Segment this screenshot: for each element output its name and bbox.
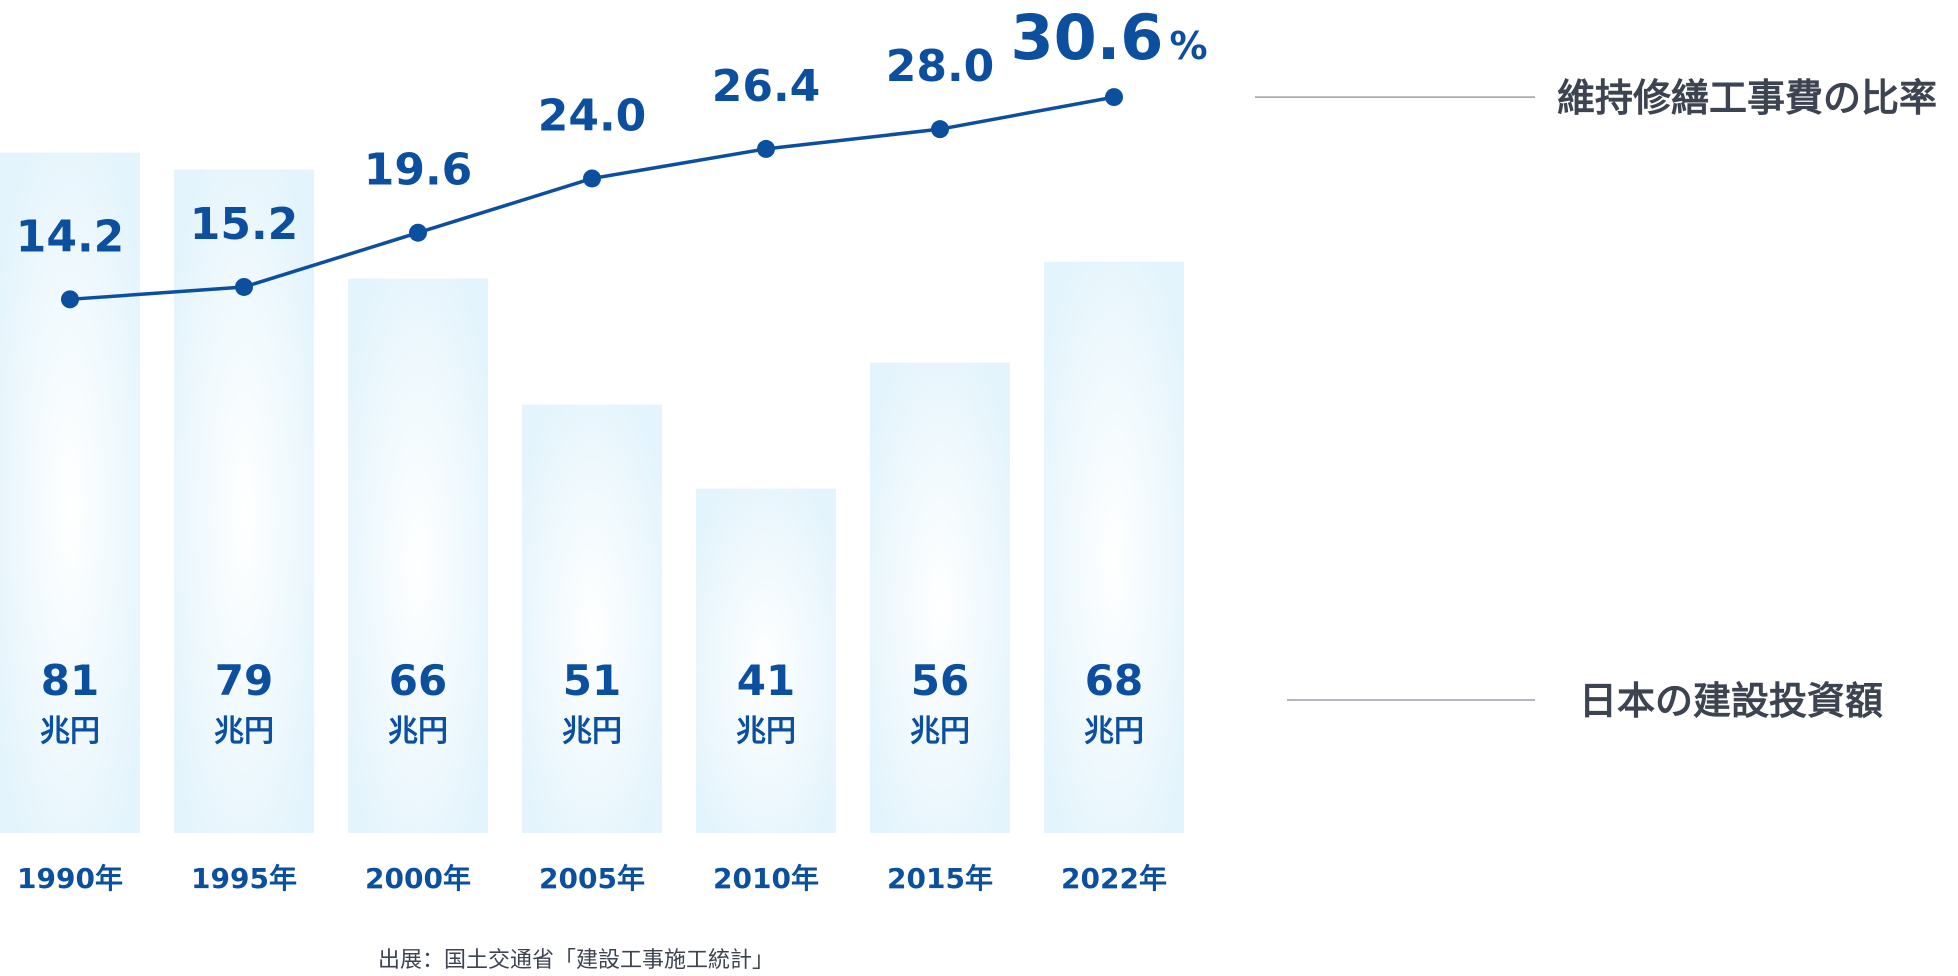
- legend-line-label: 維持修繕工事費の比率: [1557, 76, 1937, 120]
- data-point: [931, 120, 949, 139]
- bar: [522, 404, 662, 833]
- x-tick-label: 2000年: [365, 862, 471, 895]
- bar-unit-label: 兆円: [736, 714, 796, 749]
- legend-bar-label: 日本の建設投資額: [1579, 679, 1883, 723]
- bar-unit-label: 兆円: [214, 714, 274, 749]
- data-point: [61, 290, 79, 309]
- data-point: [235, 277, 253, 296]
- bar-value-label: 66: [389, 656, 447, 705]
- line-value-label: 14.2: [16, 211, 125, 262]
- x-tick-label: 2015年: [887, 862, 993, 895]
- bar-unit-label: 兆円: [910, 714, 970, 749]
- bar: [696, 488, 836, 833]
- bar-value-label: 51: [563, 656, 621, 705]
- source-note: 出展：国土交通省「建設工事施工統計」: [378, 948, 774, 973]
- bar: [348, 278, 488, 834]
- data-point: [409, 223, 427, 242]
- bar-value-label: 81: [41, 656, 99, 705]
- line-value-label: 26.4: [712, 61, 821, 112]
- line-value-label: 15.2: [190, 199, 299, 250]
- bar: [870, 362, 1010, 833]
- x-tick-label: 1995年: [191, 862, 297, 895]
- bar-value-label: 79: [215, 656, 273, 705]
- line-value-label: 24.0: [538, 90, 647, 141]
- bar: [0, 152, 140, 834]
- x-tick-label: 2005年: [539, 862, 645, 895]
- bar-value-label: 56: [911, 656, 969, 705]
- bar-value-label: 68: [1085, 656, 1143, 705]
- bar-value-label: 41: [737, 656, 795, 705]
- line-value-label: 28.0: [886, 41, 995, 92]
- x-tick-label: 2022年: [1061, 862, 1167, 895]
- x-tick-label: 1990年: [17, 862, 123, 895]
- bar-unit-label: 兆円: [388, 714, 448, 749]
- data-point: [757, 139, 775, 158]
- line-value-label: 19.6: [364, 145, 473, 196]
- bar-unit-label: 兆円: [562, 714, 622, 749]
- bar-unit-label: 兆円: [40, 714, 100, 749]
- bar: [1044, 261, 1184, 833]
- line-value-label-highlight: 30.6%: [1010, 1, 1207, 74]
- x-tick-label: 2010年: [713, 862, 819, 895]
- data-point: [1105, 88, 1123, 107]
- data-point: [583, 169, 601, 188]
- bar-unit-label: 兆円: [1084, 714, 1144, 749]
